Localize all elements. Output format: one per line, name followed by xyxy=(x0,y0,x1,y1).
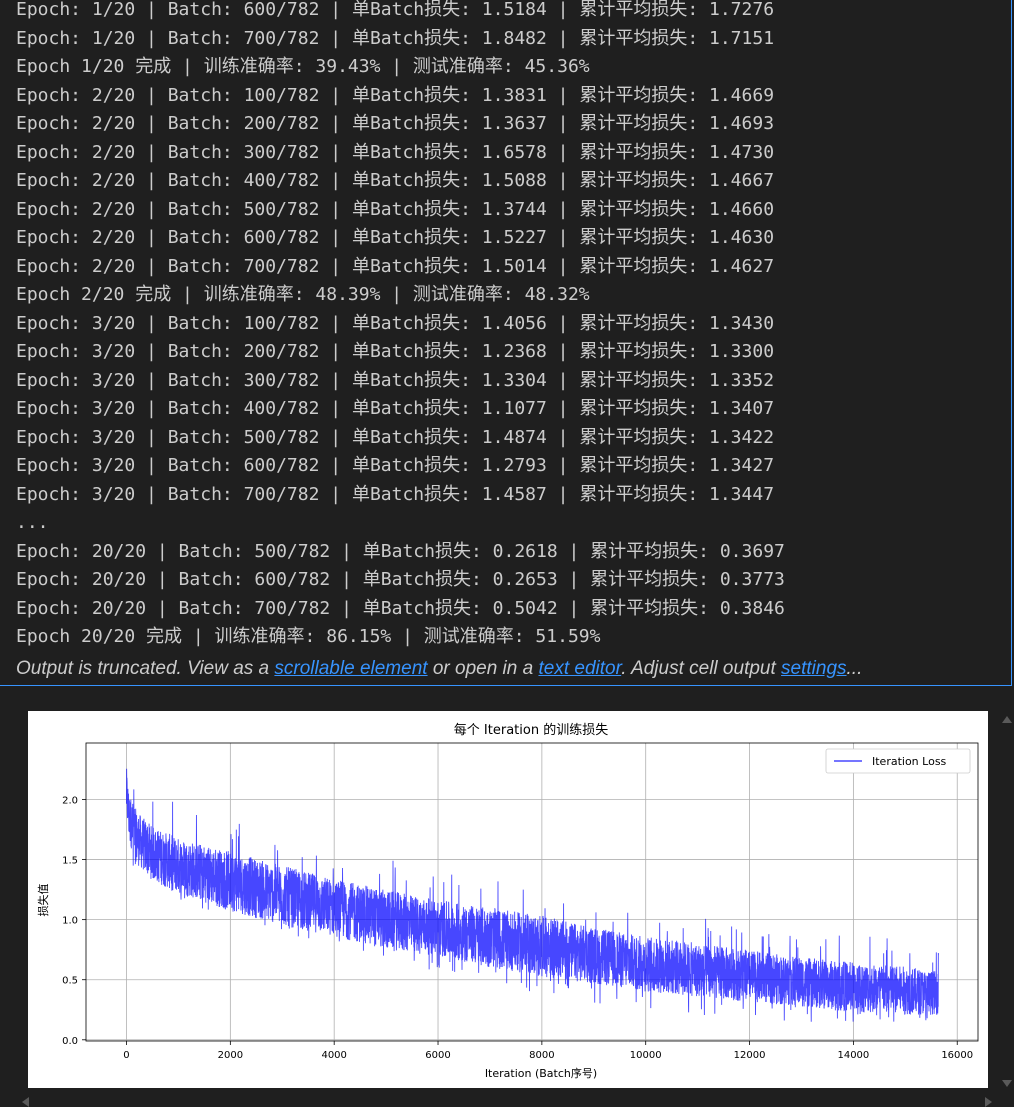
text-editor-link[interactable]: text editor xyxy=(538,658,622,679)
x-tick-label: 0 xyxy=(123,1050,129,1061)
log-line: Epoch: 1/20 | Batch: 700/782 | 单Batch损失:… xyxy=(16,27,775,49)
x-tick-label: 4000 xyxy=(321,1050,346,1061)
log-line: Epoch: 20/20 | Batch: 600/782 | 单Batch损失… xyxy=(16,569,785,590)
truncation-suffix: . Adjust cell output xyxy=(621,658,782,679)
log-line: Epoch: 3/20 | Batch: 600/782 | 单Batch损失:… xyxy=(16,455,775,476)
y-tick-label: 1.0 xyxy=(62,916,78,927)
y-tick-label: 2.0 xyxy=(62,795,78,806)
log-line: Epoch: 2/20 | Batch: 600/782 | 单Batch损失:… xyxy=(16,227,775,248)
axes-frame xyxy=(85,742,979,1042)
y-axis-label: 损失值 xyxy=(36,884,50,917)
x-tick-label: 16000 xyxy=(941,1050,973,1061)
chart-legend: Iteration Loss xyxy=(825,748,971,774)
log-line: Epoch: 2/20 | Batch: 400/782 | 单Batch损失:… xyxy=(16,170,775,191)
chart-title: 每个 Iteration 的训练损失 xyxy=(454,722,608,738)
settings-link[interactable]: settings xyxy=(781,658,847,679)
loss-plot-image: 每个 Iteration 的训练损失 Iteration (Batch序号) 损… xyxy=(28,711,988,1088)
log-line: Epoch: 1/20 | Batch: 600/782 | 单Batch损失:… xyxy=(16,0,775,20)
log-line: Epoch: 2/20 | Batch: 700/782 | 单Batch损失:… xyxy=(16,255,775,277)
log-line: Epoch: 20/20 | Batch: 500/782 | 单Batch损失… xyxy=(16,540,785,562)
truncation-prefix: Output is truncated. View as a xyxy=(16,658,275,679)
y-tick-label: 0.0 xyxy=(62,1036,78,1047)
scroll-down-arrow[interactable] xyxy=(1002,1080,1012,1087)
log-line: Epoch: 2/20 | Batch: 500/782 | 单Batch损失:… xyxy=(16,198,775,220)
training-log: Epoch: 1/20 | Batch: 600/782 | 单Batch损失:… xyxy=(16,0,785,652)
log-line: Epoch: 3/20 | Batch: 300/782 | 单Batch损失:… xyxy=(16,369,775,391)
loss-series-line xyxy=(126,768,939,1022)
log-line: Epoch: 3/20 | Batch: 700/782 | 单Batch损失:… xyxy=(16,483,775,505)
log-line: Epoch: 2/20 | Batch: 300/782 | 单Batch损失:… xyxy=(16,141,775,163)
x-axis-label: Iteration (Batch序号) xyxy=(485,1066,597,1080)
log-line: Epoch: 3/20 | Batch: 500/782 | 单Batch损失:… xyxy=(16,426,775,448)
truncation-ellipsis: ... xyxy=(846,658,863,679)
x-tick-label: 10000 xyxy=(630,1050,662,1061)
y-tick-label: 0.5 xyxy=(62,976,78,987)
x-tick-label: 12000 xyxy=(734,1050,766,1061)
log-line: Epoch: 20/20 | Batch: 700/782 | 单Batch损失… xyxy=(16,597,785,619)
cell-output-panel[interactable]: Epoch: 1/20 | Batch: 600/782 | 单Batch损失:… xyxy=(0,0,1012,686)
log-line: Epoch: 2/20 | Batch: 200/782 | 单Batch损失:… xyxy=(16,113,775,134)
y-tick-label: 1.5 xyxy=(62,856,78,867)
scroll-left-arrow[interactable] xyxy=(22,1097,29,1107)
truncation-middle: or open in a xyxy=(427,658,539,679)
log-line: Epoch: 2/20 | Batch: 100/782 | 单Batch损失:… xyxy=(16,84,775,106)
log-line: Epoch: 3/20 | Batch: 100/782 | 单Batch损失:… xyxy=(16,312,775,334)
x-tick-label: 14000 xyxy=(837,1050,869,1061)
grid-lines xyxy=(86,743,978,1041)
log-line: Epoch 2/20 完成 | 训练准确率: 48.39% | 测试准确率: 4… xyxy=(16,284,590,305)
loss-chart: 每个 Iteration 的训练损失 Iteration (Batch序号) 损… xyxy=(36,722,979,1080)
log-line: Epoch 1/20 完成 | 训练准确率: 39.43% | 测试准确率: 4… xyxy=(16,56,590,77)
log-line: Epoch: 3/20 | Batch: 200/782 | 单Batch损失:… xyxy=(16,341,775,362)
log-line: Epoch 20/20 完成 | 训练准确率: 86.15% | 测试准确率: … xyxy=(16,626,601,647)
legend-box xyxy=(825,748,971,774)
log-line: Epoch: 3/20 | Batch: 400/782 | 单Batch损失:… xyxy=(16,398,775,419)
log-line: ... xyxy=(16,512,49,533)
scroll-up-arrow[interactable] xyxy=(1002,716,1012,723)
scroll-right-arrow[interactable] xyxy=(985,1097,992,1107)
truncation-notice: Output is truncated. View as a scrollabl… xyxy=(16,658,862,680)
x-tick-label: 8000 xyxy=(529,1050,554,1061)
legend-label: Iteration Loss xyxy=(872,755,947,768)
scrollable-element-link[interactable]: scrollable element xyxy=(274,658,428,679)
x-tick-label: 6000 xyxy=(425,1050,450,1061)
x-tick-label: 2000 xyxy=(218,1050,243,1061)
